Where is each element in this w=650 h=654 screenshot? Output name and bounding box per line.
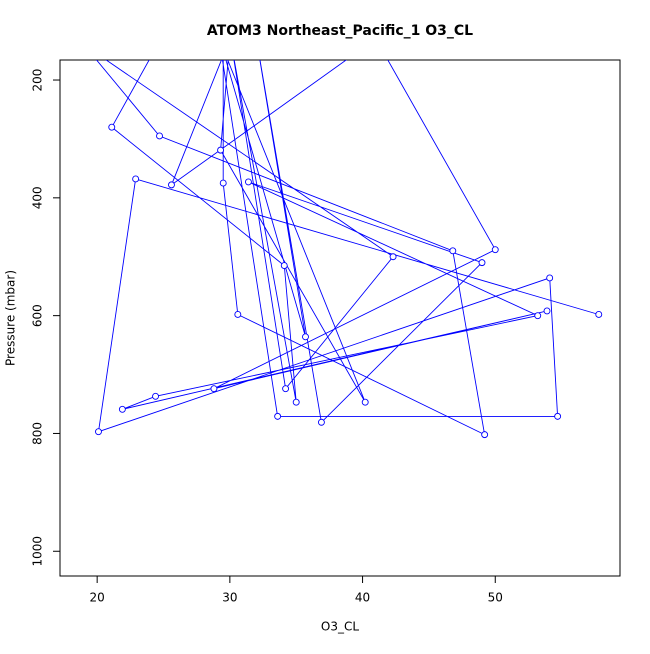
data-point xyxy=(95,428,102,436)
data-point xyxy=(543,307,551,315)
data-point xyxy=(554,412,562,420)
data-point xyxy=(81,42,87,48)
data-point xyxy=(389,253,397,261)
data-point xyxy=(230,48,236,54)
x-tick-label: 20 xyxy=(90,591,105,605)
data-point xyxy=(317,418,325,426)
data-point xyxy=(156,132,163,140)
plot-area xyxy=(81,36,603,439)
data-point xyxy=(302,333,309,341)
data-point xyxy=(449,247,457,255)
y-tick-label: 1000 xyxy=(31,536,45,567)
x-tick-label: 40 xyxy=(355,591,370,605)
y-tick-label: 600 xyxy=(31,304,45,327)
x-tick-label: 30 xyxy=(222,591,237,605)
y-tick-label: 200 xyxy=(31,69,45,92)
data-point xyxy=(219,179,227,187)
data-point xyxy=(546,274,554,282)
data-point xyxy=(292,398,300,406)
data-point xyxy=(478,259,486,267)
data-point xyxy=(282,385,290,393)
data-point xyxy=(132,175,140,183)
data-point xyxy=(108,123,116,131)
data-point xyxy=(168,181,175,189)
x-axis-label: O3_CL xyxy=(321,620,359,634)
data-point xyxy=(280,262,288,270)
data-point xyxy=(491,246,499,254)
data-point xyxy=(534,312,542,320)
y-tick-label: 800 xyxy=(31,422,45,445)
data-point xyxy=(158,36,164,42)
y-tick-label: 400 xyxy=(31,186,45,209)
plot-frame xyxy=(59,59,621,577)
data-point xyxy=(210,385,218,393)
chart-title: ATOM3 Northeast_Pacific_1 O3_CL xyxy=(207,23,473,39)
y-axis-label: Pressure (mbar) xyxy=(4,270,18,366)
data-point xyxy=(244,178,252,186)
data-point xyxy=(481,431,489,439)
data-point xyxy=(361,398,369,406)
data-point xyxy=(220,48,226,54)
data-point xyxy=(234,311,242,318)
data-point xyxy=(274,412,282,420)
data-point xyxy=(595,311,603,318)
data-point xyxy=(118,405,126,413)
data-point xyxy=(217,146,225,154)
x-tick-label: 50 xyxy=(488,591,503,605)
data-point xyxy=(152,392,159,400)
data-line xyxy=(95,60,599,436)
